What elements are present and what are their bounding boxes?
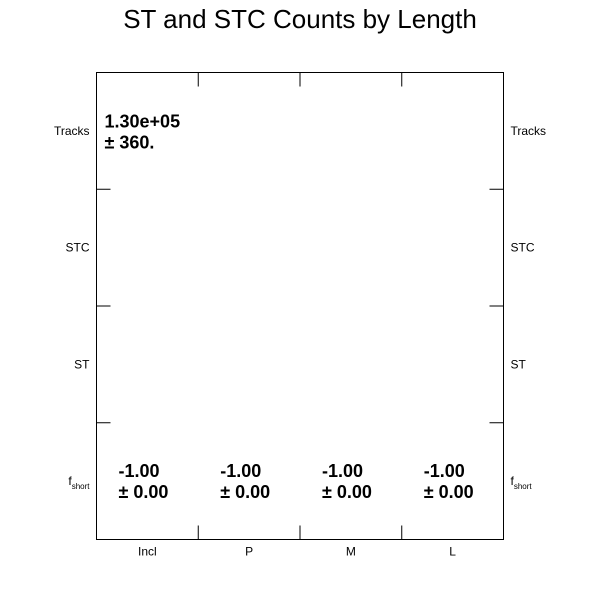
row-label-subscript: short (514, 482, 533, 491)
row-label-text: ST (74, 357, 90, 371)
row-label-text: STC (511, 241, 535, 255)
row-label-right: STC (511, 241, 535, 255)
cell-error: ± 0.00 (322, 482, 372, 502)
row-label-left: STC (66, 241, 90, 255)
column-label: M (346, 545, 356, 559)
row-label-text: Tracks (511, 124, 547, 138)
cell-value: -1.00 (322, 461, 363, 481)
row-label-right: Tracks (511, 124, 547, 138)
row-label-left: ST (74, 357, 90, 371)
cell-error: ± 0.00 (119, 482, 169, 502)
row-label-text: STC (66, 241, 90, 255)
row-label-text: ST (511, 357, 527, 371)
row-label-subscript: short (72, 482, 91, 491)
row-label-right: fshort (511, 474, 533, 491)
row-label-left: Tracks (54, 124, 90, 138)
row-label-text: Tracks (54, 124, 90, 138)
chart-title: ST and STC Counts by Length (123, 4, 477, 34)
tick-marks (96, 72, 504, 540)
cell-error: ± 360. (105, 133, 155, 153)
column-label: L (449, 545, 456, 559)
cell-value: -1.00 (424, 461, 465, 481)
column-labels: Incl P M L (138, 545, 456, 559)
cell-value: -1.00 (220, 461, 261, 481)
cell-value: 1.30e+05 (105, 112, 181, 132)
cell-values: 1.30e+05± 360.-1.00± 0.00-1.00± 0.00-1.0… (105, 112, 474, 502)
column-label: P (245, 545, 253, 559)
row-label-left: fshort (68, 474, 90, 491)
cell-value: -1.00 (119, 461, 160, 481)
cell-error: ± 0.00 (424, 482, 474, 502)
row-label-text: f (68, 474, 72, 488)
cell-error: ± 0.00 (220, 482, 270, 502)
row-label-text: f (511, 474, 515, 488)
row-label-right: ST (511, 357, 527, 371)
column-label: Incl (138, 545, 157, 559)
